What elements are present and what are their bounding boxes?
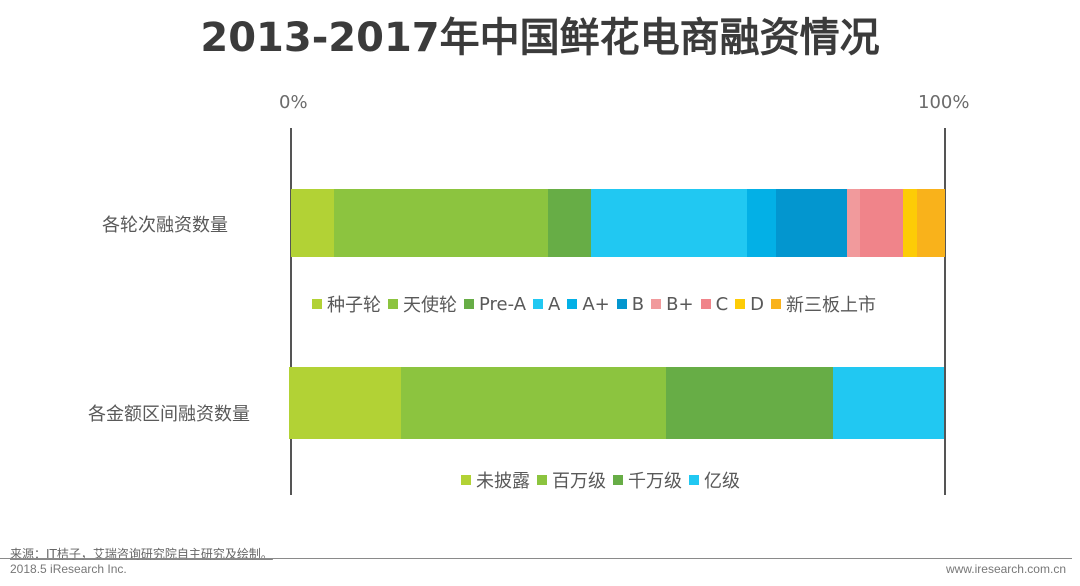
legend-item: 百万级 bbox=[537, 467, 606, 493]
legend-swatch-icon bbox=[461, 475, 471, 485]
legend-label: D bbox=[750, 293, 765, 315]
legend-swatch-icon bbox=[567, 299, 578, 309]
rounds-segment bbox=[590, 189, 748, 257]
amounts-segment bbox=[289, 367, 401, 439]
legend-item: 千万级 bbox=[613, 467, 682, 493]
chart-title: 2013-2017年中国鲜花电商融资情况 bbox=[200, 15, 880, 61]
legend-item: A+ bbox=[567, 293, 610, 315]
legend-label: 亿级 bbox=[704, 471, 740, 492]
legend-rounds: 种子轮 天使轮 Pre-A A A+ B B+ C D 新三板上市 bbox=[312, 291, 883, 317]
footer-divider bbox=[0, 558, 1072, 559]
stacked-bar-amounts bbox=[289, 367, 944, 439]
legend-label: 未披露 bbox=[476, 471, 530, 492]
category-label-rounds: 各轮次融资数量 bbox=[102, 215, 228, 236]
amounts-segment bbox=[666, 367, 833, 439]
legend-item: D bbox=[735, 294, 764, 315]
legend-item: 天使轮 bbox=[388, 291, 457, 317]
category-label-amounts: 各金额区间融资数量 bbox=[88, 404, 250, 425]
legend-amounts: 未披露 百万级 千万级 亿级 bbox=[461, 467, 747, 493]
axis-line-0 bbox=[290, 128, 292, 495]
legend-swatch-icon bbox=[613, 475, 623, 485]
rounds-segment bbox=[548, 189, 591, 257]
rounds-segment bbox=[747, 189, 777, 257]
legend-label: Pre-A bbox=[479, 293, 527, 315]
amounts-segment bbox=[832, 367, 944, 439]
legend-item: 未披露 bbox=[461, 467, 530, 493]
stacked-bar-rounds bbox=[291, 189, 945, 257]
legend-item: C bbox=[700, 293, 729, 315]
legend-item: 种子轮 bbox=[312, 291, 381, 317]
legend-label: C bbox=[715, 293, 729, 315]
rounds-segment bbox=[291, 189, 335, 257]
legend-label: B bbox=[631, 293, 645, 315]
legend-item: B bbox=[616, 293, 645, 315]
amounts-segment bbox=[401, 367, 667, 439]
copyright-text: 2018.5 iResearch Inc. bbox=[10, 562, 127, 576]
legend-item: B+ bbox=[651, 293, 694, 315]
legend-swatch-icon bbox=[689, 475, 699, 485]
legend-label: 种子轮 bbox=[327, 295, 381, 316]
legend-label: B+ bbox=[666, 293, 694, 315]
legend-swatch-icon bbox=[537, 475, 547, 485]
legend-item: A bbox=[533, 294, 560, 315]
legend-label: 天使轮 bbox=[403, 295, 457, 316]
legend-swatch-icon bbox=[388, 299, 398, 309]
legend-label: 百万级 bbox=[552, 471, 606, 492]
rounds-segment bbox=[917, 189, 945, 257]
legend-item: Pre-A bbox=[464, 294, 526, 315]
website-link[interactable]: www.iresearch.com.cn bbox=[945, 562, 1066, 576]
legend-swatch-icon bbox=[771, 299, 782, 309]
legend-swatch-icon bbox=[651, 299, 662, 309]
legend-label: A+ bbox=[582, 293, 610, 315]
legend-item: 新三板上市 bbox=[771, 291, 876, 317]
legend-label: 新三板上市 bbox=[786, 295, 877, 316]
axis-line-100 bbox=[944, 128, 946, 495]
legend-item: 亿级 bbox=[689, 467, 740, 493]
legend-swatch-icon bbox=[735, 299, 746, 309]
x-tick-0: 0% bbox=[279, 92, 308, 113]
rounds-segment bbox=[860, 189, 904, 257]
rounds-segment bbox=[903, 189, 918, 257]
legend-label: 千万级 bbox=[628, 471, 682, 492]
source-note: 来源：IT桔子，艾瑞咨询研究院自主研究及绘制。 bbox=[10, 547, 273, 561]
legend-label: A bbox=[548, 293, 561, 315]
x-tick-100: 100% bbox=[918, 92, 970, 113]
rounds-segment bbox=[846, 189, 861, 257]
legend-swatch-icon bbox=[616, 299, 627, 309]
legend-swatch-icon bbox=[312, 299, 322, 309]
rounds-segment bbox=[776, 189, 847, 257]
legend-swatch-icon bbox=[464, 299, 474, 309]
rounds-segment bbox=[334, 189, 549, 257]
legend-swatch-icon bbox=[700, 299, 711, 309]
legend-swatch-icon bbox=[533, 299, 544, 309]
